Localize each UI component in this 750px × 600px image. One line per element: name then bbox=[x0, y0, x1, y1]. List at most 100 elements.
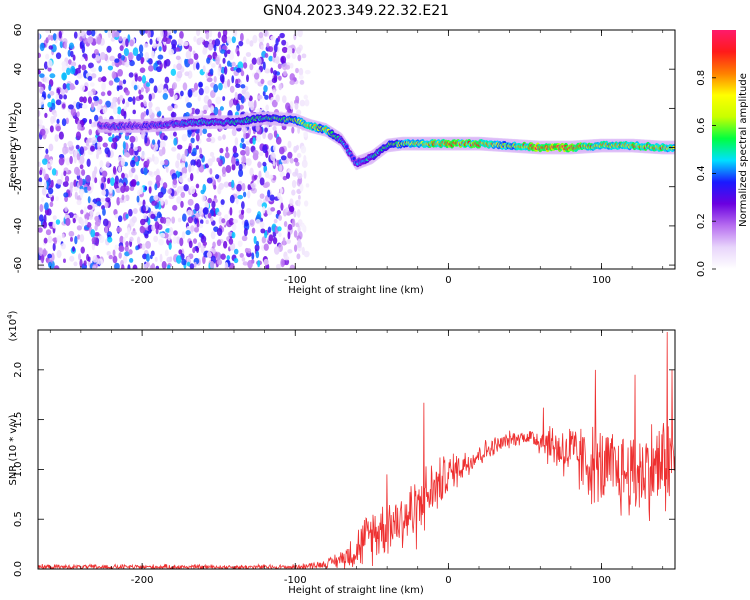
heatmap-cell bbox=[136, 181, 140, 186]
heatmap-cell bbox=[79, 164, 84, 170]
heatmap-cell bbox=[154, 256, 158, 262]
heatmap-cell bbox=[74, 79, 79, 86]
heatmap-cell bbox=[304, 99, 310, 107]
heatmap-cell bbox=[38, 69, 41, 75]
heatmap-cell bbox=[88, 215, 93, 220]
heatmap-cell bbox=[87, 96, 93, 104]
heatmap-cell bbox=[140, 101, 144, 108]
heatmap-cell bbox=[207, 133, 212, 138]
heatmap-cell bbox=[199, 147, 203, 155]
heatmap-cell bbox=[283, 255, 290, 261]
heatmap-cell bbox=[176, 63, 182, 71]
heatmap-cell bbox=[73, 186, 79, 192]
heatmap-cell bbox=[124, 245, 129, 252]
heatmap-cell bbox=[41, 197, 45, 203]
heatmap-cell bbox=[78, 64, 82, 70]
spectrogram-y-label: Frequency (Hz) bbox=[8, 112, 19, 188]
heatmap-cell bbox=[73, 166, 80, 175]
heatmap-cell bbox=[262, 90, 266, 97]
heatmap-cell bbox=[75, 67, 81, 75]
heatmap-cell bbox=[233, 257, 239, 264]
heatmap-cell bbox=[155, 174, 161, 183]
heatmap-cell bbox=[201, 194, 206, 203]
heatmap-cell bbox=[68, 104, 74, 110]
heatmap-cell bbox=[139, 185, 144, 195]
heatmap-cell bbox=[281, 95, 287, 104]
snr-x-tick-label: -100 bbox=[284, 575, 307, 586]
heatmap-cell bbox=[297, 238, 302, 247]
heatmap-cell bbox=[271, 77, 278, 84]
heatmap-cell bbox=[96, 200, 102, 207]
heatmap-cell bbox=[230, 50, 234, 58]
heatmap-cell bbox=[153, 195, 159, 201]
heatmap-cell bbox=[54, 112, 58, 118]
heatmap-cell bbox=[89, 82, 95, 87]
heatmap-cell bbox=[289, 62, 294, 69]
heatmap-cell bbox=[128, 249, 133, 255]
heatmap-cell bbox=[58, 131, 64, 140]
heatmap-cell bbox=[65, 217, 71, 227]
heatmap-cell bbox=[281, 39, 287, 46]
heatmap-cell bbox=[117, 52, 122, 59]
colorbar: 0.0 0.2 0.4 0.6 0.8 Normalized spectral ampl… bbox=[696, 30, 749, 277]
heatmap-cell bbox=[158, 46, 162, 52]
heatmap-cell bbox=[122, 255, 128, 264]
heatmap-cell bbox=[109, 55, 116, 62]
heatmap-cell bbox=[120, 185, 126, 194]
heatmap-cell bbox=[144, 51, 150, 61]
heatmap-cell bbox=[244, 91, 250, 100]
heatmap-cell bbox=[189, 108, 193, 114]
heatmap-cell bbox=[94, 224, 98, 231]
heatmap-cell bbox=[287, 151, 293, 159]
heatmap-cell bbox=[178, 249, 183, 255]
heatmap-cell bbox=[217, 211, 222, 217]
heatmap-cell bbox=[118, 245, 125, 252]
heatmap-cell bbox=[261, 236, 266, 244]
heatmap-cell bbox=[79, 146, 85, 155]
heatmap-cell bbox=[49, 158, 53, 166]
heatmap-cell bbox=[38, 177, 43, 183]
heatmap-cell bbox=[255, 250, 260, 259]
heatmap-cell bbox=[119, 94, 124, 102]
heatmap-cell bbox=[65, 157, 71, 166]
heatmap-cell bbox=[226, 255, 231, 261]
snr-x-label: Height of straight line (km) bbox=[288, 585, 424, 596]
heatmap-cell bbox=[283, 220, 288, 228]
heatmap-cell bbox=[295, 144, 299, 151]
heatmap-cell bbox=[125, 213, 129, 219]
heatmap-cell bbox=[102, 218, 109, 227]
heatmap-cell bbox=[185, 50, 192, 60]
colorbar-gradient bbox=[712, 30, 736, 269]
heatmap-cell bbox=[71, 246, 76, 252]
heatmap-cell bbox=[229, 194, 235, 204]
heatmap-cell bbox=[99, 160, 104, 168]
heatmap-cell bbox=[78, 253, 82, 261]
heatmap-cell bbox=[246, 207, 252, 214]
heatmap-cell bbox=[38, 214, 44, 222]
heatmap-cell bbox=[273, 145, 277, 152]
heatmap-cell bbox=[199, 153, 204, 159]
heatmap-cell bbox=[149, 38, 153, 45]
heatmap-cell bbox=[188, 45, 193, 53]
heatmap-cell bbox=[171, 172, 178, 181]
heatmap-cell bbox=[132, 96, 136, 105]
heatmap-cell bbox=[38, 181, 42, 187]
heatmap-cell bbox=[143, 43, 149, 48]
heatmap-cell bbox=[147, 180, 153, 186]
heatmap-cell bbox=[138, 89, 142, 95]
heatmap-cell bbox=[273, 51, 277, 58]
heatmap-cell bbox=[157, 84, 164, 92]
heatmap-cell bbox=[107, 149, 111, 158]
heatmap-cell bbox=[287, 140, 292, 149]
heatmap-cell bbox=[145, 261, 150, 268]
heatmap-cell bbox=[144, 233, 149, 239]
heatmap-cell bbox=[84, 55, 88, 62]
heatmap-cell bbox=[93, 95, 99, 102]
heatmap-cell bbox=[251, 187, 257, 194]
heatmap-cell bbox=[304, 69, 311, 75]
colorbar-tick-label: 0.8 bbox=[696, 70, 707, 86]
heatmap-cell bbox=[104, 201, 109, 209]
heatmap-cell bbox=[130, 167, 136, 174]
heatmap-cell bbox=[141, 56, 145, 63]
heatmap-cell bbox=[132, 109, 136, 115]
